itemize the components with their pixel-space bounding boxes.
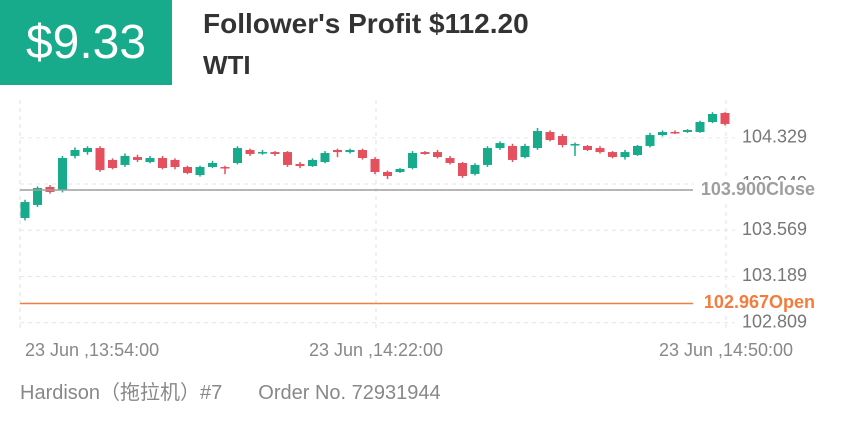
y-tick-label: 102.809 — [742, 311, 807, 331]
candle-body — [583, 145, 592, 150]
reference-label-bg — [694, 180, 819, 200]
candle-body — [633, 145, 642, 155]
candle-body — [183, 167, 192, 173]
candle-body — [320, 153, 330, 163]
amount-badge: $9.33 — [0, 0, 172, 85]
candle-body — [520, 145, 530, 158]
y-tick-label: 103.569 — [742, 219, 807, 239]
candle-body — [95, 148, 105, 171]
candle-body — [170, 159, 180, 168]
candle-body — [608, 152, 617, 158]
candle-body — [283, 152, 292, 165]
candle-body — [483, 148, 492, 165]
candle-body — [20, 202, 30, 218]
candle-body — [470, 164, 480, 174]
y-tick-label: 103.189 — [742, 265, 807, 285]
candle-body — [220, 167, 230, 169]
candle-body — [720, 113, 730, 124]
candle-body — [308, 159, 317, 167]
order-number: Order No. 72931944 — [258, 382, 441, 404]
candle-body — [295, 163, 305, 167]
candle-body — [558, 136, 567, 145]
candle-body — [458, 163, 467, 177]
x-tick-label: 23 Jun ,14:22:00 — [309, 340, 443, 360]
candle-body — [70, 149, 80, 156]
candle-body — [58, 158, 67, 190]
y-tick-label: 104.329 — [742, 127, 807, 147]
candle-body — [358, 149, 367, 159]
candle-body — [33, 188, 42, 205]
x-tick-label: 23 Jun ,13:54:00 — [25, 340, 159, 360]
candle-body — [708, 113, 717, 123]
candle-body — [83, 148, 92, 153]
candle-body — [445, 158, 455, 163]
candle-body — [333, 149, 342, 153]
symbol: WTI — [203, 50, 251, 80]
candle-body — [570, 144, 580, 146]
candle-body — [433, 152, 442, 158]
candle-body — [620, 152, 630, 158]
candle-body — [495, 143, 505, 149]
candle-body — [595, 148, 605, 153]
candle-body — [683, 130, 692, 132]
candle-body — [270, 152, 280, 154]
trader: Hardison（拖拉机）#7 — [20, 382, 223, 404]
candle-body — [370, 158, 380, 172]
candle-body — [233, 148, 242, 163]
reference-label: 102.967Open — [704, 292, 815, 312]
candle-body — [645, 135, 655, 146]
footer: Hardison（拖拉机）#7 Order No. 72931944 — [20, 376, 441, 405]
candle-body — [133, 157, 142, 160]
candle-body — [145, 158, 155, 163]
candle-body — [533, 131, 542, 149]
candle-body — [245, 149, 255, 154]
candle-body — [420, 152, 430, 154]
candle-body — [395, 168, 405, 172]
reference-label: 103.900Close — [701, 179, 815, 199]
candle-body — [108, 159, 117, 168]
candle-body — [120, 155, 130, 165]
candle-body — [695, 122, 705, 132]
candle-body — [208, 163, 217, 168]
x-tick-label: 23 Jun ,14:50:00 — [659, 340, 793, 360]
candle-body — [545, 131, 555, 141]
candle-body — [345, 149, 355, 153]
candle-body — [195, 167, 205, 176]
candle-body — [508, 145, 517, 160]
candle-body — [258, 152, 267, 154]
candle-body — [658, 131, 667, 136]
profit-title: Follower's Profit $112.20 — [203, 8, 529, 39]
candle-body — [670, 131, 680, 134]
candle-body — [383, 172, 392, 177]
candle-body — [158, 158, 167, 168]
reference-label-bg — [694, 293, 819, 314]
candle-body — [408, 153, 417, 168]
